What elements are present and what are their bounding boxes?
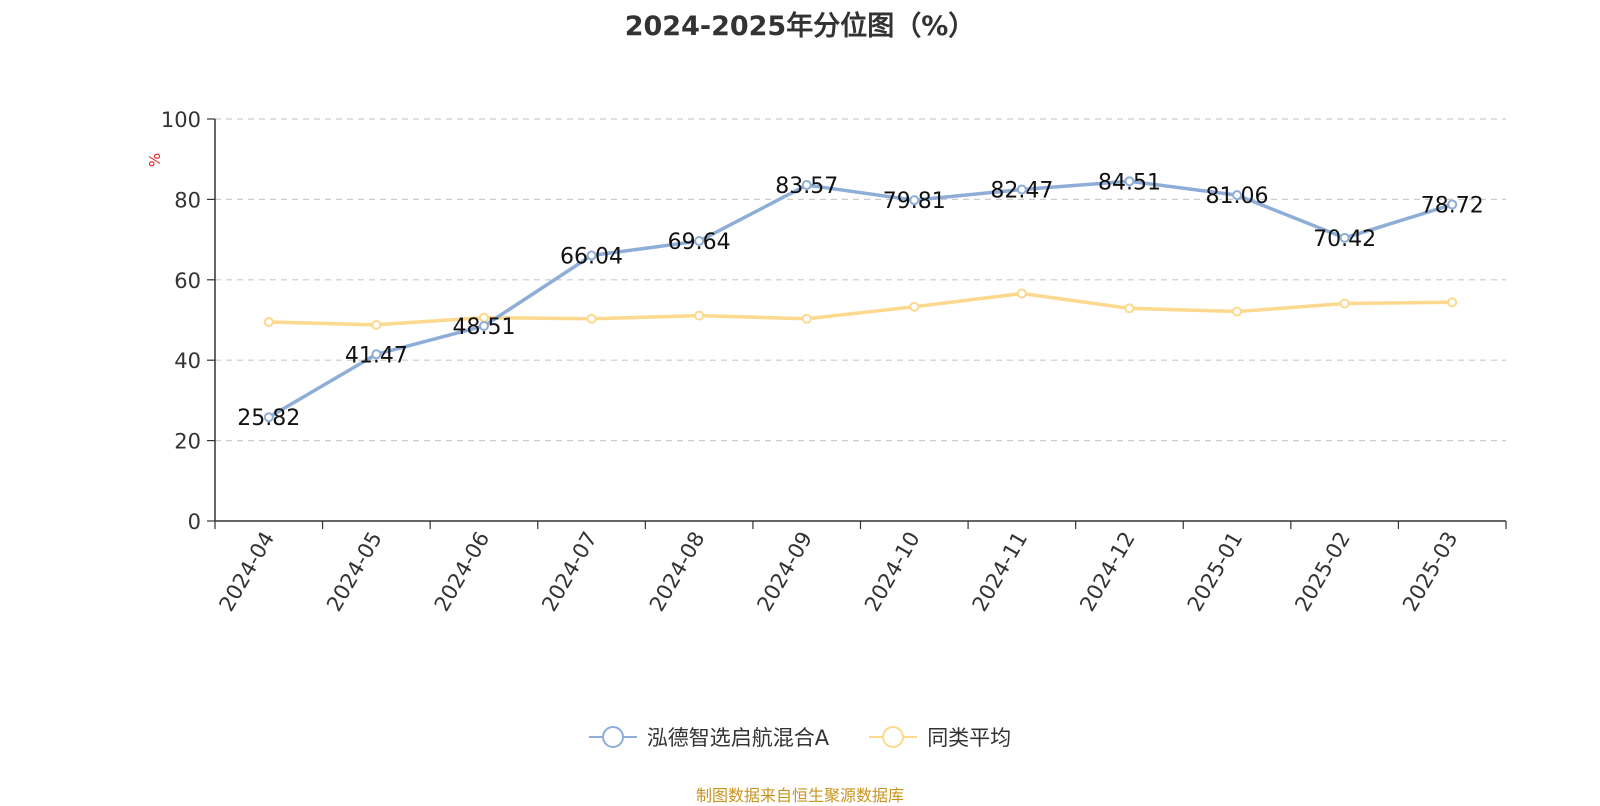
legend-label: 泓德智选启航混合A [646, 726, 830, 750]
data-point [263, 317, 274, 328]
data-labels: 25.82 41.47 48.51 66.04 69.64 83.57 79.81 82.47… [237, 170, 1483, 431]
data-label: 66.04 [560, 245, 623, 270]
legend-swatch-icon [588, 726, 637, 748]
data-label: 84.51 [1098, 170, 1161, 195]
y-tick-label: 0 [188, 510, 201, 534]
data-point [263, 412, 274, 423]
source-note: 制图数据来自恒生聚源数据库 [695, 786, 904, 805]
y-axis-label: % [146, 153, 164, 167]
data-label: 79.81 [883, 189, 946, 214]
x-tick-label: 2024-12 [1075, 528, 1140, 616]
data-label: 83.57 [775, 174, 838, 199]
x-tick-label: 2024-10 [860, 528, 925, 616]
y-tick-label: 60 [174, 269, 201, 293]
legend-label: 同类平均 [927, 726, 1012, 750]
data-point [371, 349, 382, 360]
legend-item-1[interactable]: 同类平均 [869, 722, 1011, 752]
data-label: 78.72 [1421, 194, 1484, 219]
data-label: 48.51 [452, 315, 515, 340]
y-tick-label: 20 [174, 430, 201, 454]
x-tick-label: 2025-03 [1398, 528, 1463, 616]
x-tick-label: 2024-06 [430, 528, 495, 616]
data-point [1447, 199, 1458, 210]
series-line-0 [267, 179, 1454, 419]
data-point [371, 319, 382, 330]
data-point [478, 320, 489, 331]
legend-swatch-icon [869, 726, 918, 748]
x-tick-label: 2024-05 [322, 528, 387, 616]
data-label: 82.47 [990, 178, 1053, 203]
chart-title: 2024-2025年分位图（%） [624, 11, 976, 42]
x-tick-label: 2024-11 [968, 528, 1033, 616]
data-point [909, 195, 920, 206]
x-tick-label: 2025-01 [1183, 528, 1248, 616]
y-tick-label: 80 [174, 188, 201, 212]
data-point [586, 313, 597, 324]
data-point [586, 250, 597, 261]
data-point [801, 313, 812, 324]
data-point [1339, 232, 1350, 243]
series-line-1 [267, 291, 1454, 327]
grid-lines [215, 118, 1506, 442]
data-point [694, 236, 705, 247]
x-tick-label: 2024-08 [645, 528, 710, 616]
data-point [801, 180, 812, 191]
data-label: 69.64 [668, 230, 731, 255]
data-point [1447, 297, 1458, 308]
legend-swatch-circle [601, 726, 624, 748]
data-label: 25.82 [237, 406, 300, 431]
data-point [1016, 288, 1027, 299]
data-point [1339, 298, 1350, 309]
x-tick-label: 2024-07 [537, 528, 602, 616]
data-point [694, 310, 705, 321]
data-point [1124, 303, 1135, 314]
x-tick-label: 2025-02 [1290, 528, 1355, 616]
series-layer [263, 176, 1458, 423]
data-label: 81.06 [1206, 184, 1269, 209]
data-label: 70.42 [1313, 227, 1376, 252]
data-point [1124, 176, 1135, 187]
legend-swatch-circle [882, 726, 905, 748]
y-tick-label: 40 [174, 349, 201, 373]
x-tick-label: 2024-04 [214, 528, 279, 616]
data-point [1232, 306, 1243, 317]
data-label: 41.47 [345, 343, 408, 368]
legend-item-0[interactable]: 泓德智选启航混合A [588, 722, 830, 752]
data-point [1232, 190, 1243, 201]
y-tick-label: 100 [161, 108, 201, 132]
data-point [1016, 184, 1027, 195]
data-point [909, 301, 920, 312]
legend: 泓德智选启航混合A 同类平均 [0, 722, 1600, 752]
x-tick-label: 2024-09 [752, 528, 817, 616]
